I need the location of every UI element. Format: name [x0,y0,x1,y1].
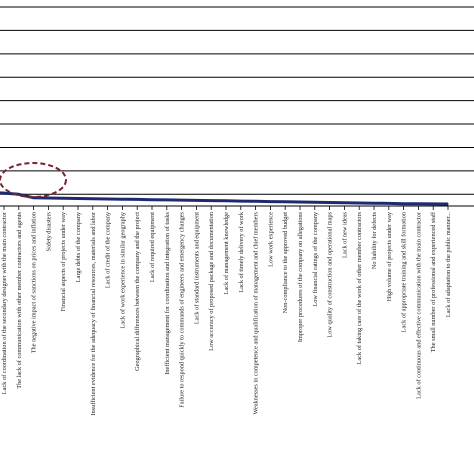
x-tick-label-5: Large debts of the company [75,211,82,282]
annotations [0,162,67,198]
x-tick-label-2: The negative impact of sanctions on pric… [31,211,38,353]
gridlines [0,6,474,195]
data-point-0 [3,192,5,194]
data-point-6 [92,197,94,200]
x-tick-label-13: Lack of standard instruments and equipme… [193,212,200,324]
x-tick-label-12: Failure to respond quickly to commands o… [179,211,186,407]
data-point-19 [284,200,287,203]
data-point-26 [388,202,390,205]
data-point-1 [18,193,20,196]
data-point-14 [210,199,212,202]
x-tick-label-6: Insufficient evidence for the adequacy o… [90,211,97,415]
data-point-22 [328,201,331,204]
x-tick-label-1: The lack of communication with other mem… [16,211,23,388]
x-tick-label-23: Lack of new ideas [341,211,348,258]
x-tick-label-10: Lack of required equipment [149,212,156,282]
x-tick-label-17: Weaknesses in competence and qualificati… [253,211,260,414]
x-tick-label-21: Low financial ratings of the company [312,211,319,306]
x-tick-label-29: The small number of professional and exp… [430,211,437,352]
data-point-15 [225,200,227,202]
data-point-13 [195,199,198,202]
x-tick-label-20: Improper procedures of the company on al… [297,211,304,342]
highlight-ellipse [0,162,67,198]
x-tick-label-18: Low work experience [267,212,274,267]
data-point-28 [417,202,420,205]
data-point-12 [180,199,183,201]
x-tick-label-9: Geographical differences between the com… [134,212,141,371]
x-tick-label-24: Lack of taking care of the work of other… [356,211,363,364]
data-point-10 [151,198,153,201]
data-point-23 [343,201,346,204]
x-tick-labels: Lack of coordination of the secondary de… [1,211,452,415]
x-tick-label-26: High volume of projects under way [386,211,393,301]
data-point-24 [358,202,361,204]
data-point-3 [47,197,50,199]
data-point-7 [106,198,109,200]
x-tick-label-19: Non-compliance to the approved budget [282,212,289,314]
data-point-30 [447,203,449,205]
data-point-25 [373,202,375,204]
x-tick-label-28: Lack of continuous and effective communi… [415,211,422,399]
data-point-21 [314,201,316,204]
series-line-group [0,191,449,206]
data-point-17 [254,200,257,203]
x-axis [0,205,474,210]
x-tick-label-16: Lack of timely delivery of work [238,211,245,292]
x-tick-label-14: Low accuracy of proposed package and doc… [208,211,215,351]
series-line [0,191,449,206]
x-tick-label-22: Low quality of construction and operatio… [327,211,334,337]
x-tick-label-4: Financial aspects of projects under way [60,211,67,311]
x-tick-label-25: No liability for defects [371,211,378,269]
data-point-20 [299,201,301,203]
x-tick-label-11: Inefficient management for coordination … [164,211,171,374]
data-point-29 [432,203,435,205]
x-tick-label-15: Lack of management knowledge [223,212,230,295]
data-point-4 [62,197,64,200]
data-point-11 [166,199,168,201]
data-point-9 [136,198,138,201]
data-point-16 [240,200,242,202]
x-tick-label-3: Safety disasters [45,211,52,251]
data-point-8 [121,198,124,201]
data-point-2 [32,197,35,199]
data-point-5 [77,197,79,200]
x-tick-label-0: Lack of coordination of the secondary de… [1,211,8,394]
x-tick-label-30: Lack of adaptation to the public manner.… [445,212,452,318]
data-point-18 [269,200,272,203]
x-tick-label-8: Lack of work experience in similar geogr… [119,211,126,328]
data-point-27 [402,202,405,205]
x-tick-label-27: Lack of appropriate training and skill f… [401,211,408,332]
x-tick-label-7: Lack of credit of the company [105,211,112,288]
